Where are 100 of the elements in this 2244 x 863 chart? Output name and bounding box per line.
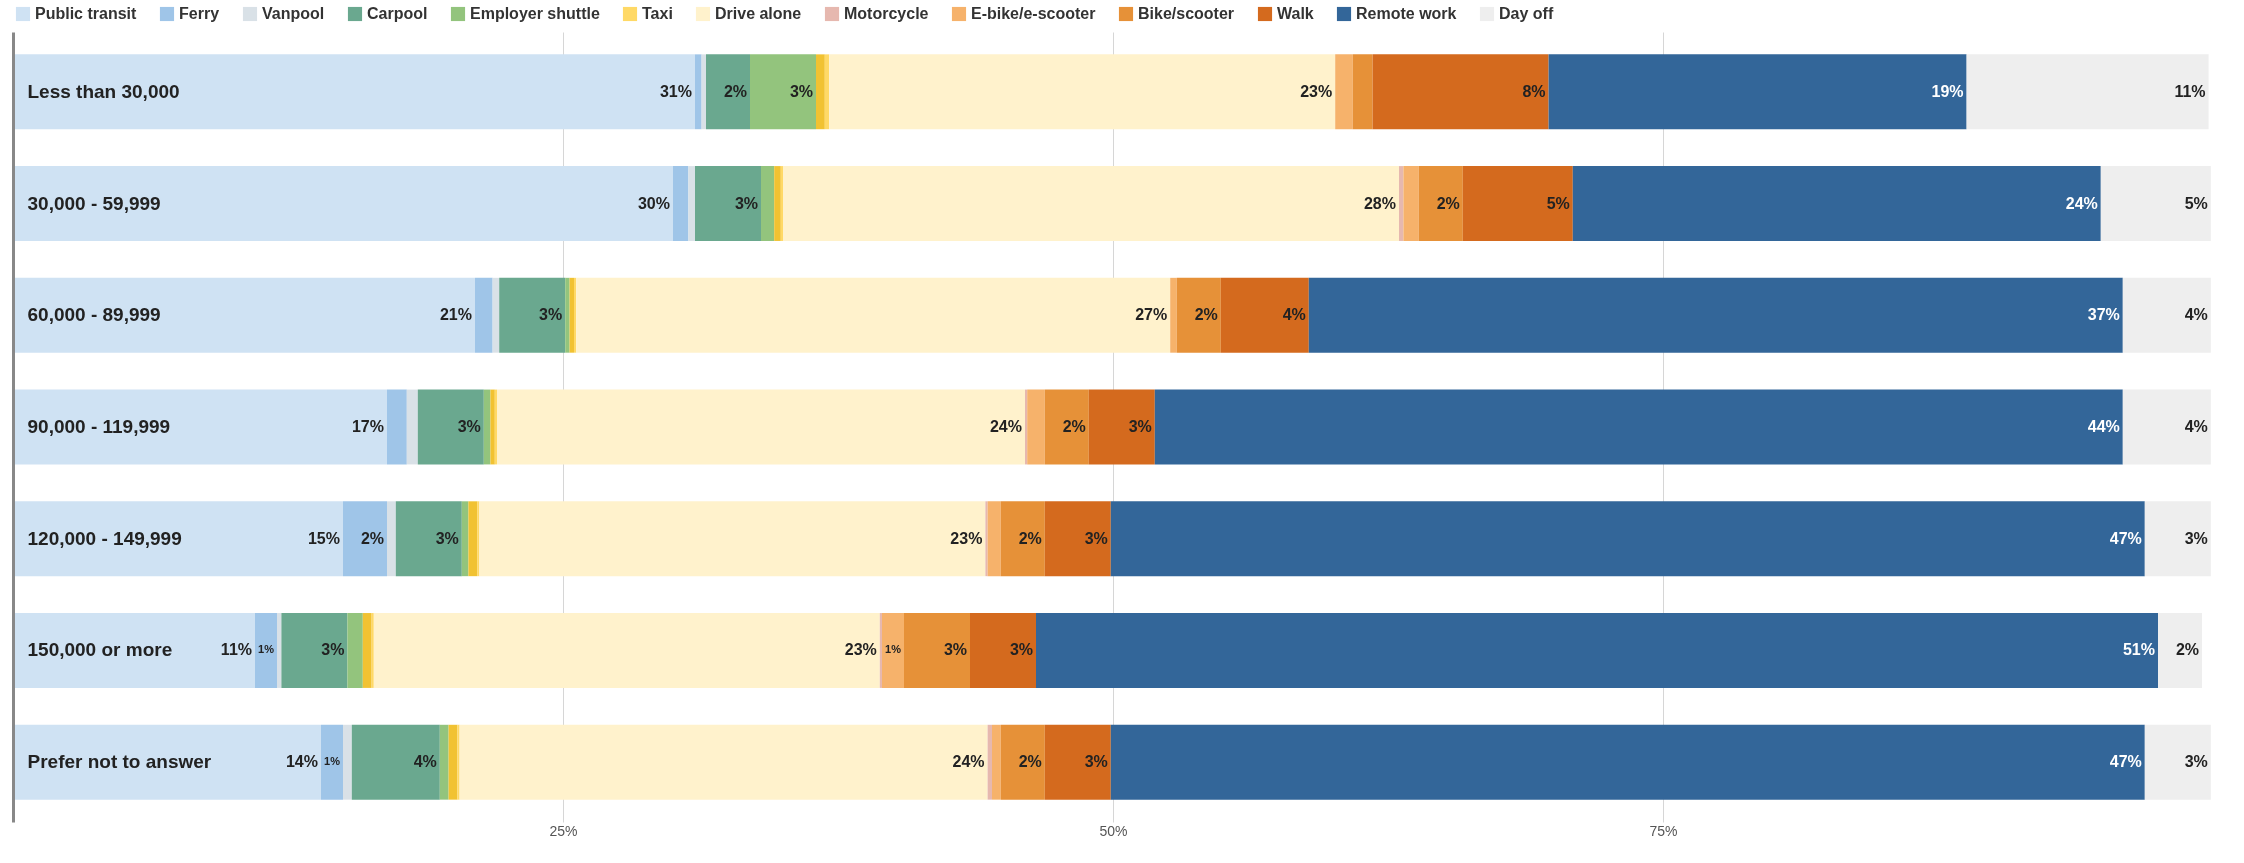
bar [829, 54, 1336, 130]
bar [13, 724, 321, 800]
data-label: 3% [435, 529, 459, 547]
data-label: 44% [2087, 418, 2120, 435]
bar [479, 501, 986, 577]
bar [1110, 501, 2145, 577]
data-label: 3% [539, 306, 563, 324]
bar [387, 389, 407, 465]
bar [468, 501, 478, 577]
bar [695, 54, 702, 130]
bar [1462, 166, 1573, 241]
bar [1572, 166, 2101, 241]
data-label: 3% [789, 82, 813, 100]
legend-label: Remote work [1356, 5, 1457, 22]
bar [321, 724, 343, 800]
data-label: 31% [659, 82, 692, 100]
bar [255, 613, 277, 688]
data-label: 4% [2184, 418, 2208, 435]
bar [13, 613, 255, 688]
bar [706, 54, 750, 130]
bar [1308, 277, 2123, 353]
y-tick-label: 150,000 or more [27, 639, 173, 661]
x-tick-label: 75% [1649, 822, 1678, 839]
bar [395, 501, 462, 577]
data-label: 2% [1018, 529, 1042, 547]
data-label: 2% [1436, 194, 1460, 212]
data-label: 47% [2109, 529, 2142, 547]
bar [494, 389, 497, 465]
bar [1044, 724, 1111, 800]
bar [1352, 54, 1373, 130]
bar [1000, 501, 1045, 577]
data-label: 5% [1546, 194, 1570, 212]
bar [574, 277, 577, 353]
bar [1154, 389, 2123, 465]
bar [483, 389, 491, 465]
y-tick-label: 30,000 - 59,999 [27, 192, 161, 214]
legend-label: Walk [1277, 5, 1314, 22]
bar [1403, 166, 1419, 241]
bar [1000, 724, 1045, 800]
bar [1170, 277, 1177, 353]
bar [1088, 389, 1155, 465]
data-label: 11% [2174, 82, 2206, 100]
y-tick-label: 60,000 - 89,999 [27, 304, 161, 326]
bar [1036, 613, 2158, 688]
x-tick-label: 25% [549, 822, 578, 839]
legend-label: Taxi [642, 5, 673, 22]
bar [2100, 166, 2211, 241]
bar [1335, 54, 1353, 130]
bar [987, 724, 992, 800]
data-label: 3% [321, 641, 345, 659]
data-label: 2% [2175, 641, 2199, 659]
x-tick-label: 50% [1099, 822, 1128, 839]
bar [816, 54, 825, 130]
data-label: 5% [2184, 194, 2208, 212]
data-label: 3% [457, 418, 481, 435]
data-label: 23% [1300, 82, 1333, 100]
legend-label: Ferry [179, 5, 220, 22]
data-label: 2% [360, 529, 384, 547]
data-label: 11% [220, 641, 252, 659]
bar [569, 277, 574, 353]
bar [761, 166, 775, 241]
bar [576, 277, 1171, 353]
bar [1176, 277, 1221, 353]
bar [904, 613, 970, 688]
bar [824, 54, 830, 130]
bar [780, 166, 783, 241]
bar [277, 613, 282, 688]
legend-label: Drive alone [715, 5, 802, 22]
legend-label: Bike/scooter [1138, 5, 1235, 22]
bar [351, 724, 440, 800]
bar [1548, 54, 1967, 130]
data-label: 27% [1135, 306, 1168, 324]
bar [1399, 166, 1404, 241]
bar [882, 613, 904, 688]
bar [490, 389, 495, 465]
legend-label: Motorcycle [844, 5, 929, 22]
data-label: 15% [307, 529, 340, 547]
bar [461, 501, 469, 577]
data-label: 1% [258, 643, 275, 656]
bar [13, 389, 387, 465]
bar [459, 724, 988, 800]
legend-label: Public transit [35, 5, 138, 22]
bar [13, 54, 695, 130]
bar [373, 613, 880, 688]
bar [695, 166, 761, 241]
data-label: 28% [1363, 194, 1396, 212]
data-label: 37% [2087, 306, 2120, 324]
bar [371, 613, 374, 688]
bar [1966, 54, 2209, 130]
bar [1044, 389, 1089, 465]
data-label: 3% [734, 194, 758, 212]
bar [475, 277, 493, 353]
bar [448, 724, 458, 800]
bar [477, 501, 480, 577]
data-label: 2% [1018, 753, 1042, 771]
bar [750, 54, 816, 130]
bar [13, 166, 673, 241]
bar [2122, 389, 2211, 465]
data-label: 3% [2184, 529, 2208, 547]
bar [362, 613, 372, 688]
